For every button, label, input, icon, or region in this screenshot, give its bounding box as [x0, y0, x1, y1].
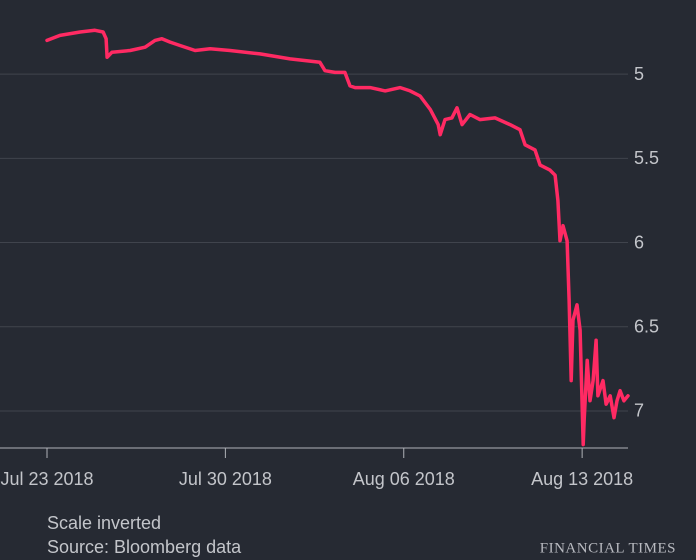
brand: FINANCIAL TIMES: [540, 540, 676, 556]
source: Source: Bloomberg data: [47, 537, 242, 557]
x-tick-label: Aug 06 2018: [353, 469, 455, 489]
y-tick-label: 7: [634, 401, 644, 421]
y-tick-label: 5.5: [634, 148, 659, 168]
y-tick-label: 6: [634, 232, 644, 252]
x-tick-label: Aug 13 2018: [531, 469, 633, 489]
y-tick-label: 5: [634, 64, 644, 84]
note: Scale inverted: [47, 513, 161, 533]
x-tick-label: Jul 23 2018: [0, 469, 93, 489]
data-line: [45, 28, 630, 447]
y-tick-label: 6.5: [634, 316, 659, 336]
x-tick-label: Jul 30 2018: [179, 469, 272, 489]
